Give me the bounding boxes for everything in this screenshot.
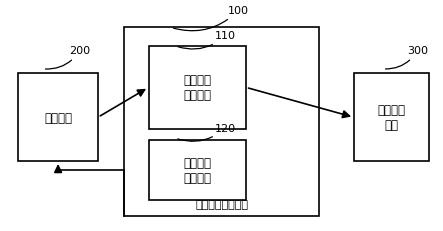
Text: 100: 100 <box>173 6 249 32</box>
Text: 脉冲调制
控制电路: 脉冲调制 控制电路 <box>183 157 211 185</box>
Text: 驱动电压调节电路: 驱动电压调节电路 <box>195 199 248 209</box>
Text: 110: 110 <box>178 31 236 50</box>
FancyBboxPatch shape <box>149 47 246 129</box>
Text: 时间常数
调节电路: 时间常数 调节电路 <box>183 74 211 102</box>
Text: 电力电子
器件: 电力电子 器件 <box>377 104 405 132</box>
Text: 120: 120 <box>178 123 236 142</box>
FancyBboxPatch shape <box>354 74 429 161</box>
FancyBboxPatch shape <box>18 74 98 161</box>
FancyBboxPatch shape <box>124 28 319 216</box>
Text: 300: 300 <box>385 46 428 70</box>
Text: 200: 200 <box>46 46 90 70</box>
FancyBboxPatch shape <box>149 141 246 201</box>
Text: 电源电路: 电源电路 <box>44 111 72 124</box>
